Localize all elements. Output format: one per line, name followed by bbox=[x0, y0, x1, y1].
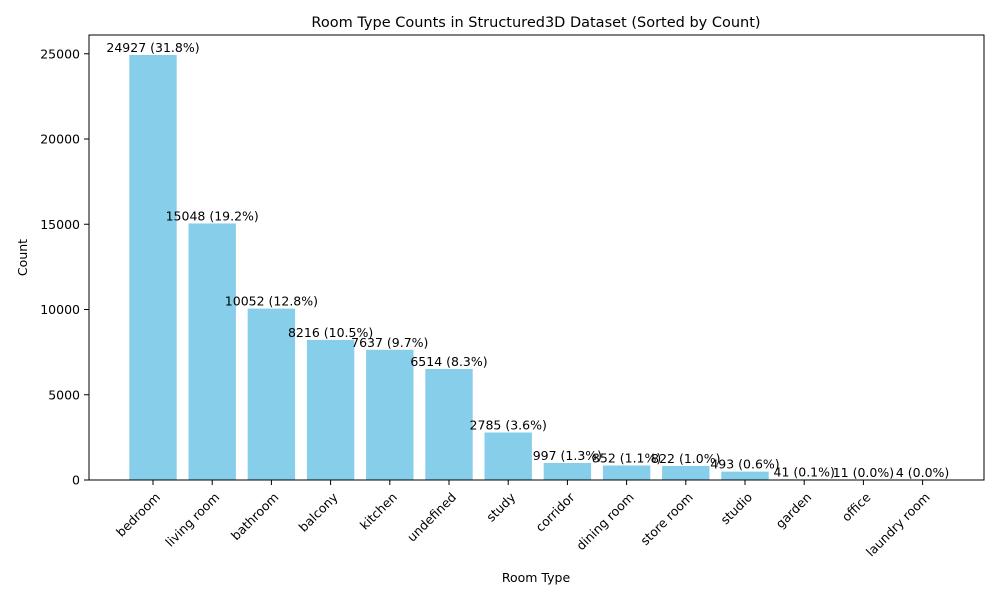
bar-bedroom bbox=[129, 55, 176, 480]
y-tick-label: 0 bbox=[72, 473, 80, 488]
y-axis: 0 5000 10000 15000 20000 25000 bbox=[40, 46, 89, 487]
x-tick-label: store room bbox=[637, 490, 696, 549]
x-tick-label: dining room bbox=[573, 490, 637, 554]
bar-store-room bbox=[662, 466, 709, 480]
bar-balcony bbox=[307, 340, 354, 480]
bar-studio bbox=[721, 472, 768, 480]
bar-data-label: 6514 (8.3%) bbox=[410, 354, 487, 369]
bar-living-room bbox=[189, 223, 236, 480]
x-tick-label: balcony bbox=[296, 489, 342, 535]
x-tick-label: kitchen bbox=[357, 490, 400, 533]
bar-corridor bbox=[544, 463, 591, 480]
x-tick-label: studio bbox=[717, 490, 755, 528]
x-tick-label: living room bbox=[162, 490, 222, 550]
bar-data-label: 24927 (31.8%) bbox=[106, 40, 199, 55]
y-tick-label: 20000 bbox=[40, 132, 80, 147]
bar-data-label: 15048 (19.2%) bbox=[166, 208, 259, 223]
x-tick-label: bathroom bbox=[228, 490, 282, 544]
plot-area: 24927 (31.8%)15048 (19.2%)10052 (12.8%)8… bbox=[106, 40, 949, 480]
x-tick-label: corridor bbox=[532, 489, 578, 535]
bar-data-label: 10052 (12.8%) bbox=[225, 294, 318, 309]
x-tick-label: garden bbox=[773, 490, 815, 532]
y-tick-label: 5000 bbox=[48, 387, 80, 402]
x-axis-label: Room Type bbox=[502, 570, 571, 585]
bar-data-label: 493 (0.6%) bbox=[710, 457, 779, 472]
bar-study bbox=[485, 433, 532, 480]
bar-undefined bbox=[425, 369, 472, 480]
bar-data-label: 41 (0.1%) bbox=[774, 464, 835, 479]
y-tick-label: 10000 bbox=[40, 302, 80, 317]
bar-data-label: 11 (0.0%) bbox=[833, 465, 894, 480]
x-tick-label: office bbox=[839, 489, 874, 524]
y-axis-label: Count bbox=[15, 239, 30, 276]
bar-data-label: 7637 (9.7%) bbox=[351, 335, 428, 350]
bar-dining-room bbox=[603, 465, 650, 480]
y-tick-label: 25000 bbox=[40, 46, 80, 61]
x-tick-label: study bbox=[483, 489, 519, 525]
x-tick-label: bedroom bbox=[113, 490, 163, 540]
y-tick-label: 15000 bbox=[40, 217, 80, 232]
x-tick-label: undefined bbox=[404, 490, 459, 545]
bar-data-label: 4 (0.0%) bbox=[896, 465, 949, 480]
bar-data-label: 2785 (3.6%) bbox=[470, 418, 547, 433]
bar-kitchen bbox=[366, 350, 413, 480]
chart-title: Room Type Counts in Structured3D Dataset… bbox=[311, 15, 760, 31]
